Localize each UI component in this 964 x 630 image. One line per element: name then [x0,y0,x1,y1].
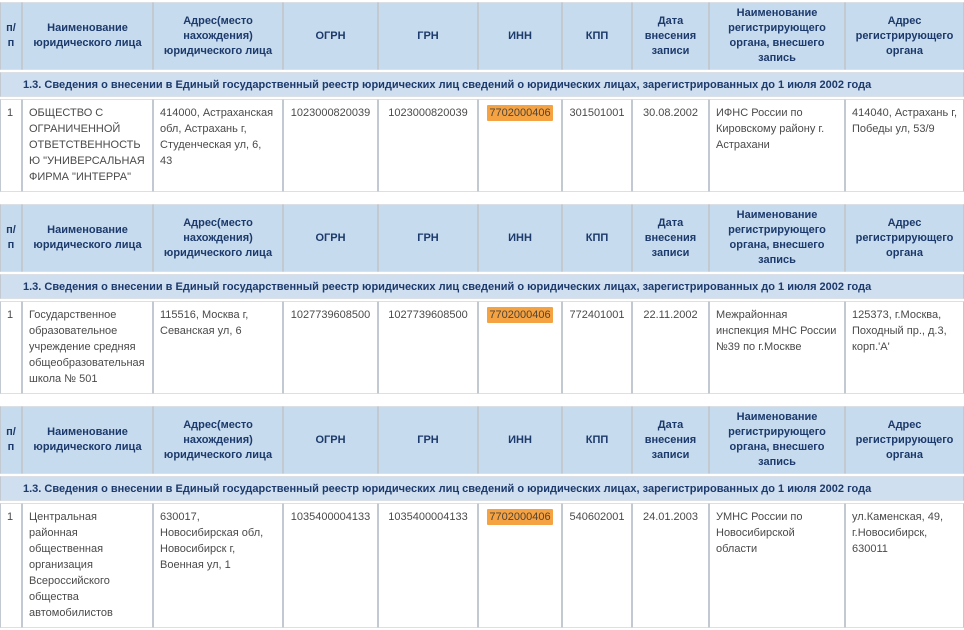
inn-highlight: 7702000406 [487,105,553,121]
col-header-ogrn: ОГРН [283,204,378,272]
cell-grn: 1023000820039 [378,99,478,192]
cell-num: 1 [0,99,22,192]
cell-entry-date: 30.08.2002 [632,99,709,192]
section-title: 1.3. Сведения о внесении в Единый госуда… [0,476,964,501]
col-header-reg-org-address: Адрес регистрирующего органа [845,406,964,474]
section-row: 1.3. Сведения о внесении в Единый госуда… [0,476,964,501]
cell-reg-org-address: 125373, г.Москва, Походный пр., д.3, кор… [845,301,964,394]
cell-reg-org-address: ул.Каменская, 49, г.Новосибирск, 630011 [845,503,964,628]
cell-num: 1 [0,301,22,394]
col-header-ogrn: ОГРН [283,406,378,474]
cell-entity-name: Центральная районная общественная органи… [22,503,153,628]
col-header-kpp: КПП [562,2,632,70]
table-row: 1 Центральная районная общественная орга… [0,503,964,628]
cell-entry-date: 22.11.2002 [632,301,709,394]
cell-entity-name: ОБЩЕСТВО С ОГРАНИЧЕННОЙ ОТВЕТСТВЕННОСТЬЮ… [22,99,153,192]
cell-reg-org-name: Межрайонная инспекция МНС России №39 по … [709,301,845,394]
col-header-entity-address: Адрес(место нахождения) юридического лиц… [153,204,283,272]
col-header-entity-address: Адрес(место нахождения) юридического лиц… [153,406,283,474]
col-header-entity-name: Наименование юридического лица [22,2,153,70]
cell-reg-org-name: ИФНС России по Кировскому району г. Астр… [709,99,845,192]
registry-table-2: п/п Наименование юридического лица Адрес… [0,202,964,396]
cell-kpp: 772401001 [562,301,632,394]
section-row: 1.3. Сведения о внесении в Единый госуда… [0,274,964,299]
col-header-entry-date: Дата внесения записи [632,2,709,70]
cell-inn: 7702000406 [478,503,562,628]
cell-entity-address: 115516, Москва г, Севанская ул, 6 [153,301,283,394]
col-header-entry-date: Дата внесения записи [632,204,709,272]
col-header-reg-org-name: Наименование регистрирующего органа, вне… [709,2,845,70]
col-header-reg-org-name: Наименование регистрирующего органа, вне… [709,406,845,474]
table-row: 1 ОБЩЕСТВО С ОГРАНИЧЕННОЙ ОТВЕТСТВЕННОСТ… [0,99,964,192]
col-header-grn: ГРН [378,406,478,474]
col-header-grn: ГРН [378,2,478,70]
header-row: п/п Наименование юридического лица Адрес… [0,204,964,272]
section-title: 1.3. Сведения о внесении в Единый госуда… [0,274,964,299]
cell-ogrn: 1023000820039 [283,99,378,192]
col-header-reg-org-name: Наименование регистрирующего органа, вне… [709,204,845,272]
col-header-num: п/п [0,406,22,474]
registry-table-3: п/п Наименование юридического лица Адрес… [0,404,964,630]
cell-num: 1 [0,503,22,628]
col-header-inn: ИНН [478,204,562,272]
cell-kpp: 540602001 [562,503,632,628]
cell-inn: 7702000406 [478,301,562,394]
header-row: п/п Наименование юридического лица Адрес… [0,2,964,70]
col-header-entity-name: Наименование юридического лица [22,204,153,272]
col-header-kpp: КПП [562,406,632,474]
section-row: 1.3. Сведения о внесении в Единый госуда… [0,72,964,97]
cell-reg-org-name: УМНС России по Новосибирской области [709,503,845,628]
cell-grn: 1027739608500 [378,301,478,394]
cell-entry-date: 24.01.2003 [632,503,709,628]
col-header-inn: ИНН [478,2,562,70]
registry-table-1: п/п Наименование юридического лица Адрес… [0,0,964,194]
section-title: 1.3. Сведения о внесении в Единый госуда… [0,72,964,97]
cell-entity-address: 414000, Астраханская обл, Астрахань г, С… [153,99,283,192]
col-header-kpp: КПП [562,204,632,272]
cell-reg-org-address: 414040, Астрахань г, Победы ул, 53/9 [845,99,964,192]
cell-grn: 1035400004133 [378,503,478,628]
cell-ogrn: 1035400004133 [283,503,378,628]
cell-inn: 7702000406 [478,99,562,192]
col-header-reg-org-address: Адрес регистрирующего органа [845,2,964,70]
inn-highlight: 7702000406 [487,307,553,323]
header-row: п/п Наименование юридического лица Адрес… [0,406,964,474]
col-header-entry-date: Дата внесения записи [632,406,709,474]
col-header-reg-org-address: Адрес регистрирующего органа [845,204,964,272]
cell-entity-name: Государственное образовательное учрежден… [22,301,153,394]
col-header-num: п/п [0,2,22,70]
inn-highlight: 7702000406 [487,509,553,525]
col-header-grn: ГРН [378,204,478,272]
cell-entity-address: 630017, Новосибирская обл, Новосибирск г… [153,503,283,628]
col-header-entity-address: Адрес(место нахождения) юридического лиц… [153,2,283,70]
col-header-inn: ИНН [478,406,562,474]
cell-ogrn: 1027739608500 [283,301,378,394]
col-header-ogrn: ОГРН [283,2,378,70]
table-row: 1 Государственное образовательное учрежд… [0,301,964,394]
cell-kpp: 301501001 [562,99,632,192]
col-header-entity-name: Наименование юридического лица [22,406,153,474]
col-header-num: п/п [0,204,22,272]
